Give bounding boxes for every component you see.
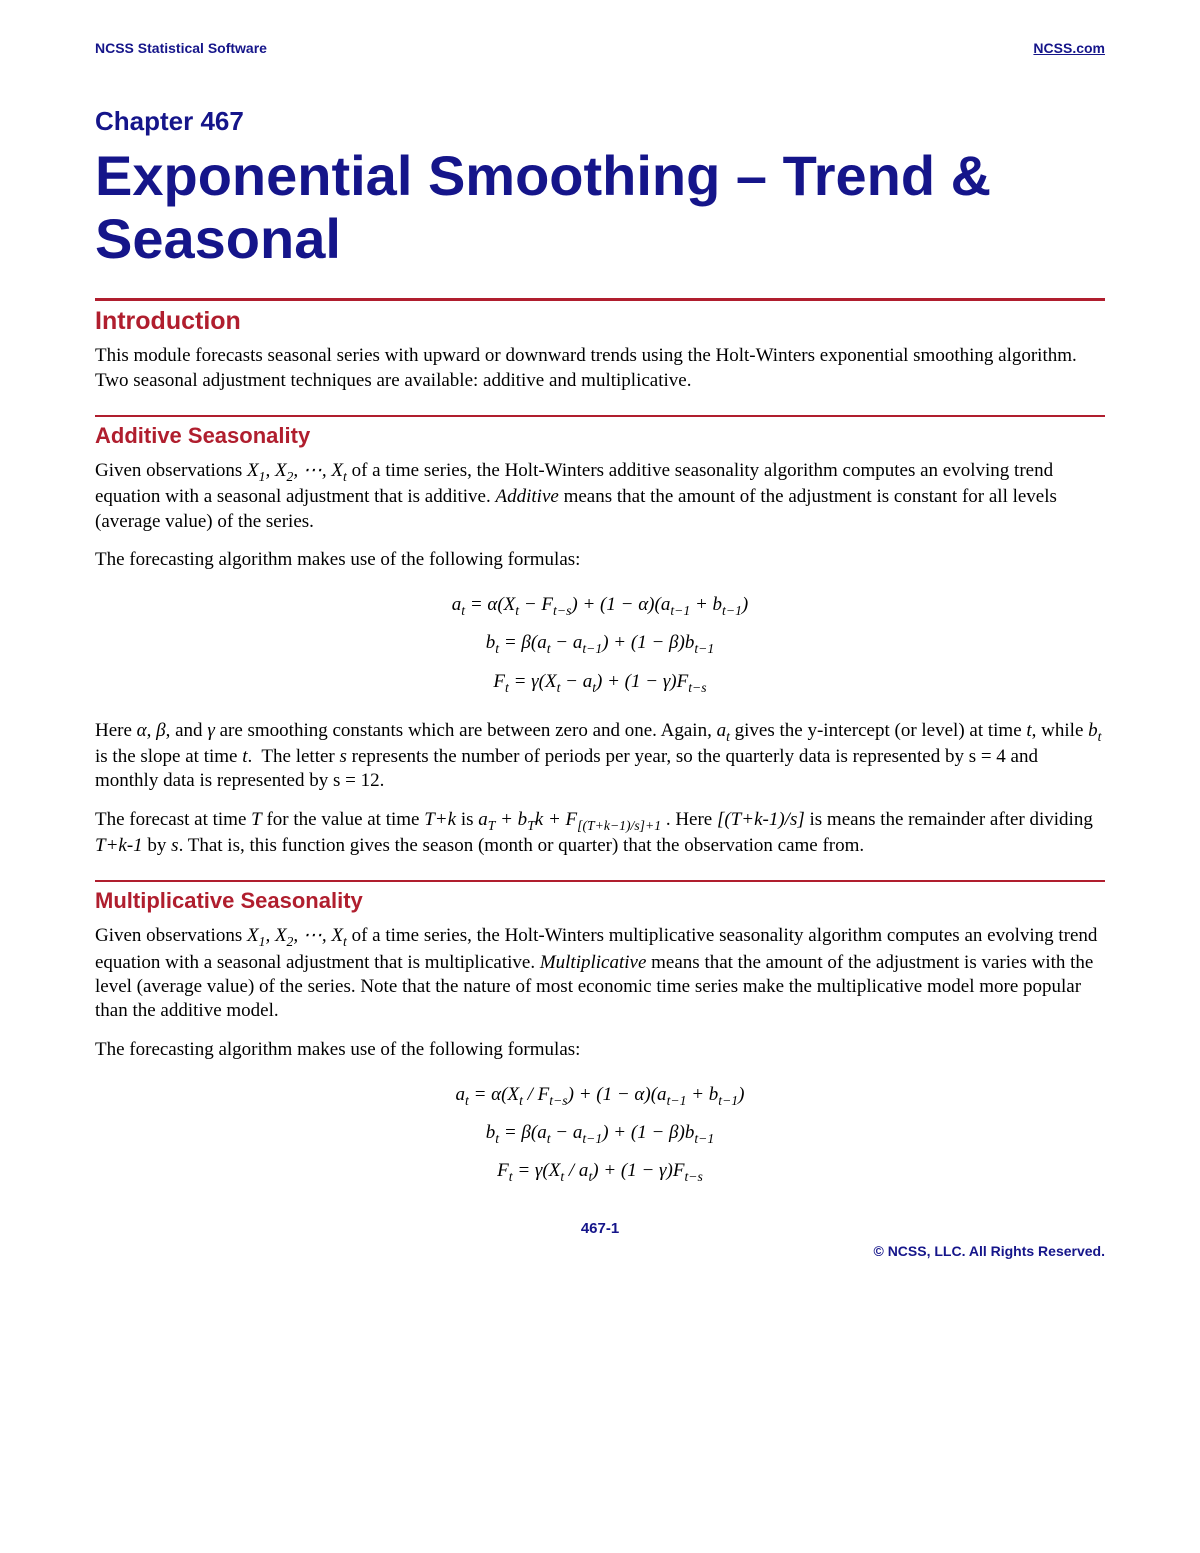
page-title: Exponential Smoothing – Trend & Seasonal: [95, 145, 1105, 270]
emphasis-multiplicative: Multiplicative: [540, 952, 647, 973]
section-heading-introduction: Introduction: [95, 307, 1105, 336]
additive-paragraph-1: Given observations X1, X2, ⋯, Xt of a ti…: [95, 459, 1105, 534]
section-heading-multiplicative: Multiplicative Seasonality: [95, 888, 1105, 914]
header-site-link[interactable]: NCSS.com: [1033, 40, 1105, 56]
multiplicative-paragraph-1: Given observations X1, X2, ⋯, Xt of a ti…: [95, 924, 1105, 1023]
formula-b: bt = β(at − at−1) + (1 − β)bt−1: [95, 1114, 1105, 1152]
divider: [95, 298, 1105, 301]
formula-f: Ft = γ(Xt / at) + (1 − γ)Ft−s: [95, 1152, 1105, 1190]
formula-b: bt = β(at − at−1) + (1 − β)bt−1: [95, 624, 1105, 662]
text: Given observations: [95, 925, 247, 946]
page-number: 467-1: [95, 1220, 1105, 1237]
emphasis-additive: Additive: [496, 486, 559, 507]
multiplicative-paragraph-2: The forecasting algorithm makes use of t…: [95, 1038, 1105, 1062]
additive-paragraph-2: The forecasting algorithm makes use of t…: [95, 548, 1105, 572]
text: Given observations: [95, 460, 247, 481]
additive-paragraph-3: Here α, β, and γ are smoothing constants…: [95, 719, 1105, 794]
additive-paragraph-4: The forecast at time T for the value at …: [95, 808, 1105, 859]
divider: [95, 415, 1105, 417]
section-heading-additive: Additive Seasonality: [95, 423, 1105, 449]
header-software-name: NCSS Statistical Software: [95, 40, 267, 56]
observations-notation: X1, X2, ⋯, Xt: [247, 925, 347, 946]
multiplicative-formulas: at = α(Xt / Ft−s) + (1 − α)(at−1 + bt−1)…: [95, 1076, 1105, 1191]
formula-a: at = α(Xt / Ft−s) + (1 − α)(at−1 + bt−1): [95, 1076, 1105, 1114]
intro-paragraph: This module forecasts seasonal series wi…: [95, 344, 1105, 393]
divider: [95, 880, 1105, 882]
observations-notation: X1, X2, ⋯, Xt: [247, 460, 347, 481]
chapter-label: Chapter 467: [95, 106, 1105, 137]
formula-f: Ft = γ(Xt − at) + (1 − γ)Ft−s: [95, 663, 1105, 701]
copyright-notice: © NCSS, LLC. All Rights Reserved.: [95, 1243, 1105, 1259]
formula-a: at = α(Xt − Ft−s) + (1 − α)(at−1 + bt−1): [95, 586, 1105, 624]
additive-formulas: at = α(Xt − Ft−s) + (1 − α)(at−1 + bt−1)…: [95, 586, 1105, 701]
